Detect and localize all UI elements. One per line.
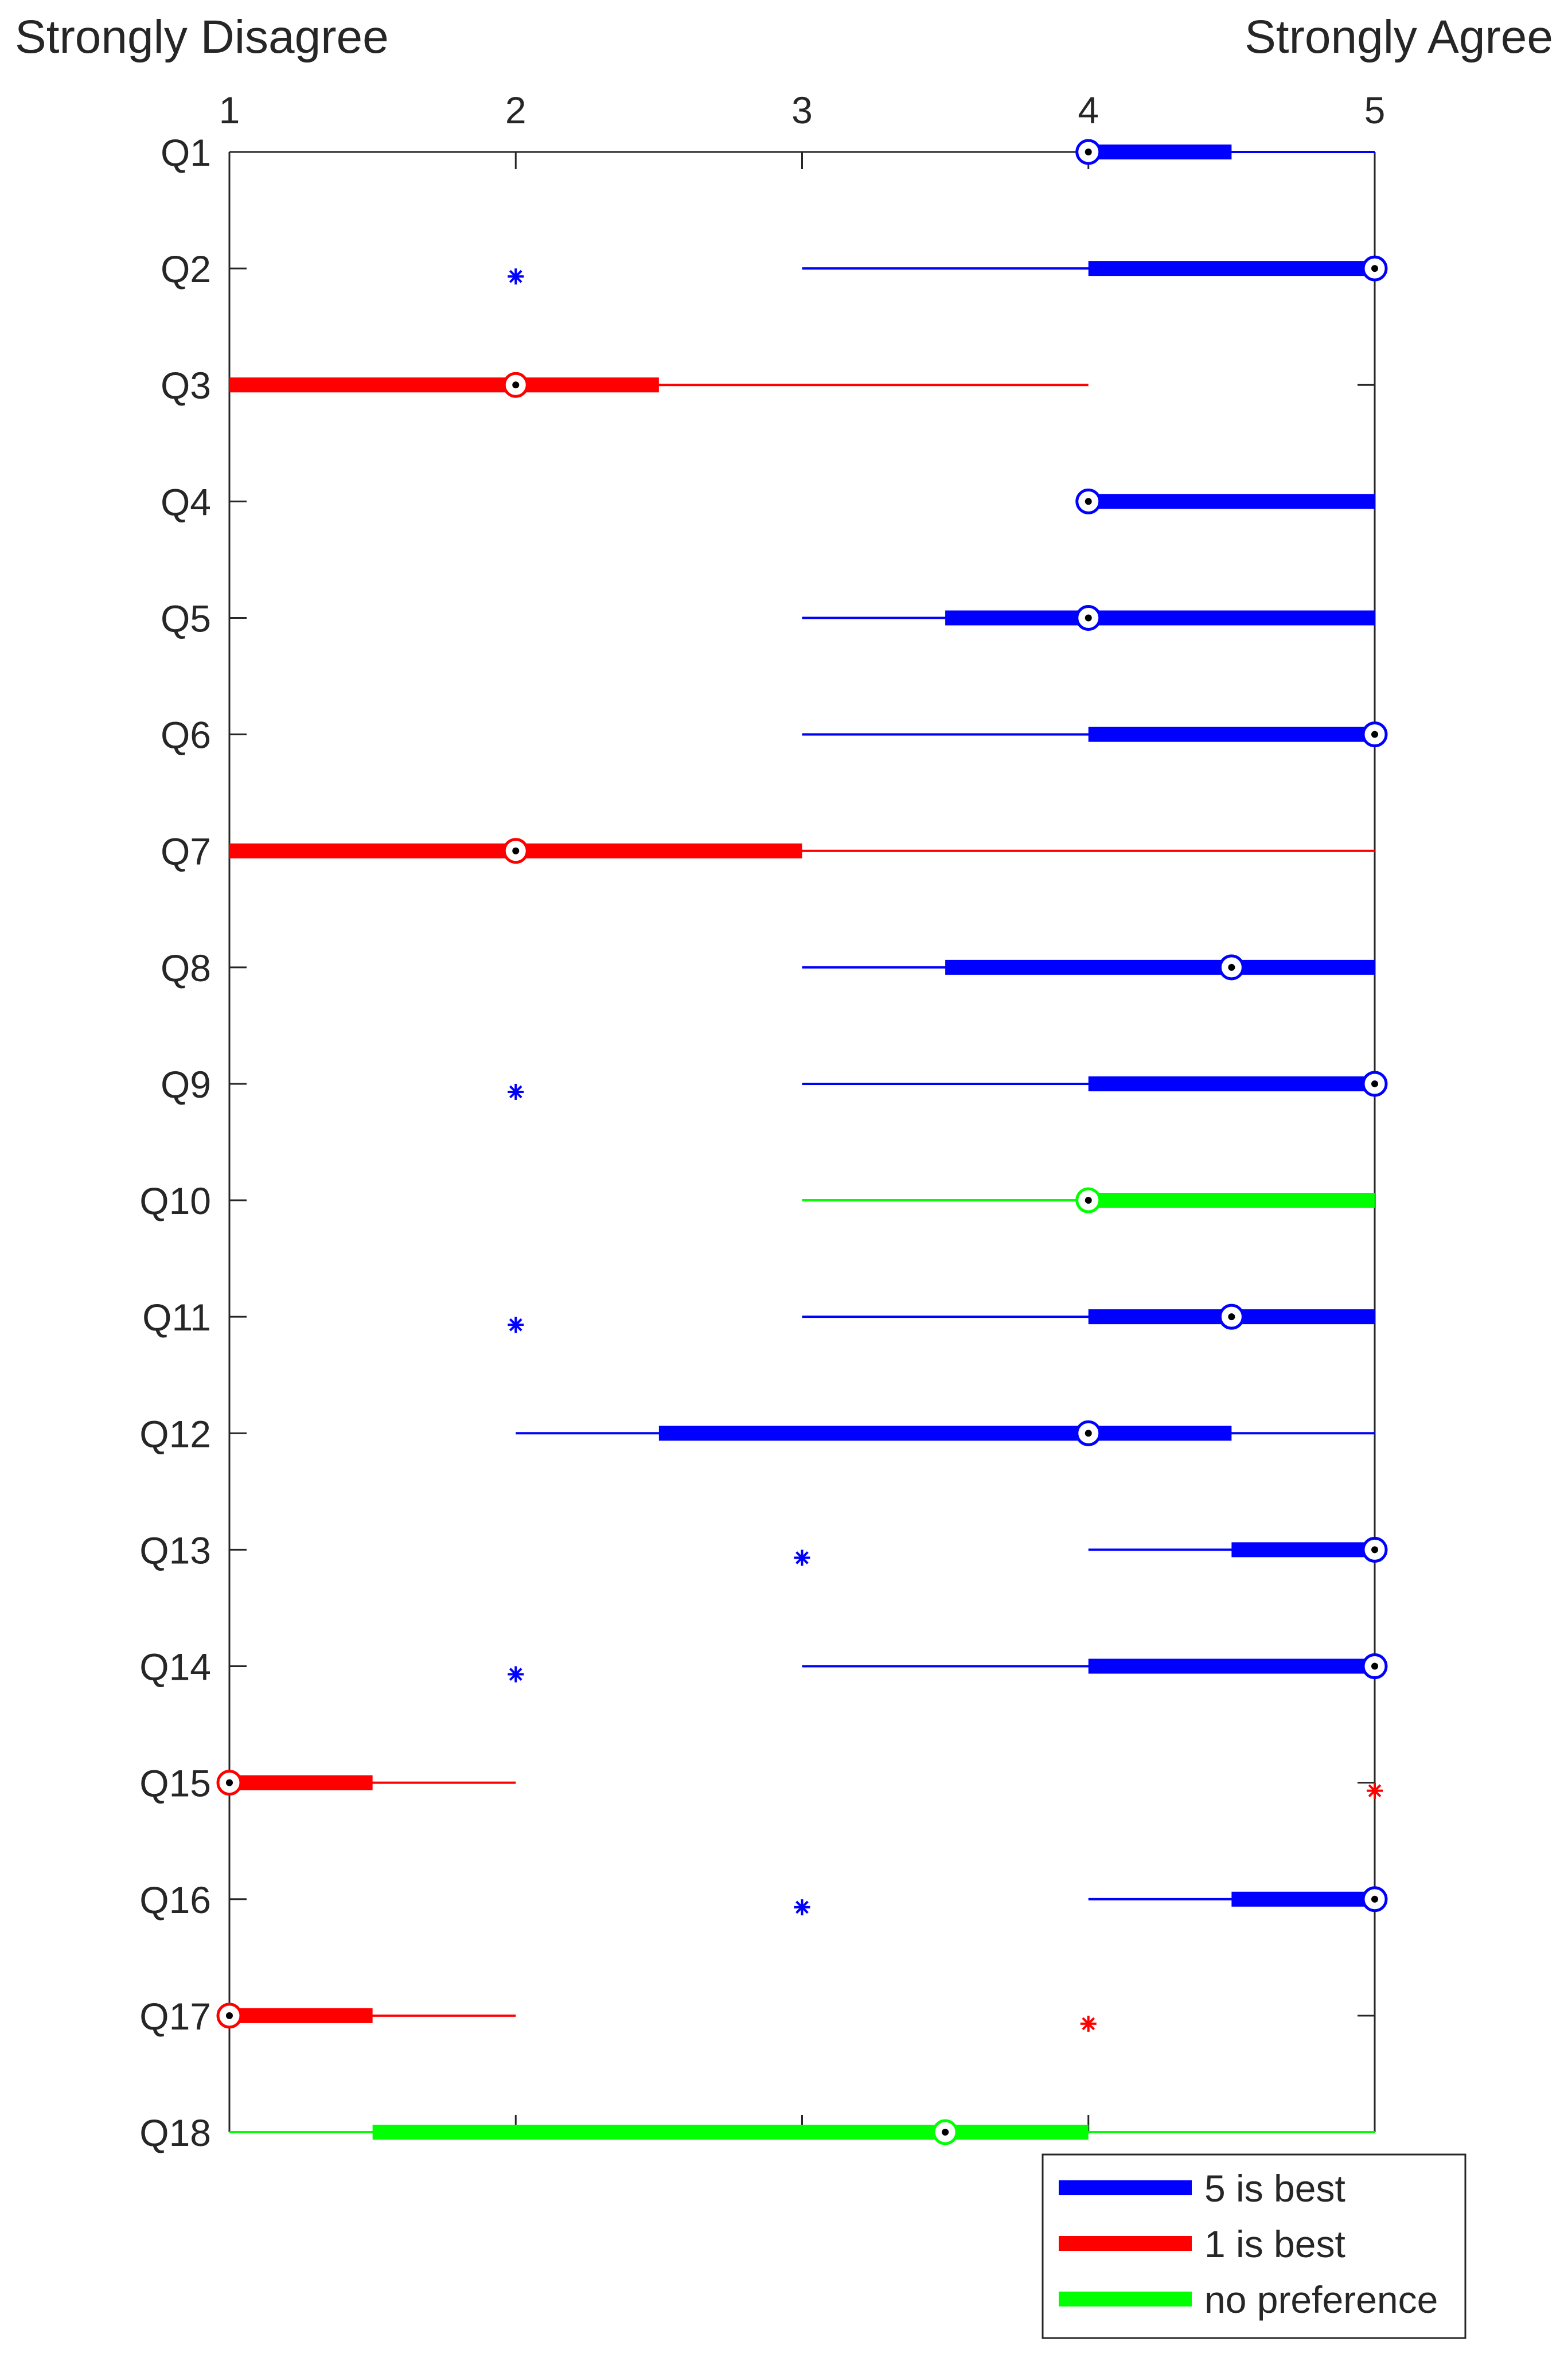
median-dot bbox=[226, 1779, 233, 1786]
box-q6 bbox=[802, 721, 1388, 748]
x-max-label: Strongly Agree bbox=[1245, 11, 1553, 63]
y-tick-label: Q12 bbox=[139, 1412, 211, 1455]
legend-label: 1 is best bbox=[1204, 2223, 1345, 2265]
outlier-marker bbox=[508, 268, 524, 285]
median-dot bbox=[1085, 614, 1092, 622]
y-tick-label: Q13 bbox=[139, 1529, 211, 1571]
x-min-label: Strongly Disagree bbox=[15, 11, 389, 63]
box-q17 bbox=[216, 2003, 1097, 2032]
median-dot bbox=[512, 381, 520, 389]
box-q14 bbox=[508, 1653, 1388, 1683]
box-q12 bbox=[516, 1420, 1375, 1446]
legend-label: no preference bbox=[1204, 2278, 1438, 2321]
x-tick-label: 2 bbox=[505, 89, 526, 131]
median-dot bbox=[226, 2012, 233, 2019]
box-q3 bbox=[229, 372, 1089, 398]
median-dot bbox=[1371, 1895, 1378, 1903]
outlier-marker bbox=[508, 1666, 524, 1683]
outlier-marker bbox=[1367, 1782, 1383, 1799]
y-tick-label: Q4 bbox=[161, 481, 211, 523]
outlier-marker bbox=[508, 1083, 524, 1100]
y-tick-label: Q1 bbox=[161, 131, 211, 174]
median-dot bbox=[1371, 265, 1378, 272]
y-tick-label: Q8 bbox=[161, 947, 211, 989]
x-tick-label: 1 bbox=[219, 89, 240, 131]
y-tick-label: Q2 bbox=[161, 248, 211, 290]
y-tick-label: Q14 bbox=[139, 1646, 211, 1688]
x-tick-label: 3 bbox=[791, 89, 813, 131]
box-q18 bbox=[229, 2119, 1375, 2145]
outlier-marker bbox=[794, 1899, 810, 1915]
y-tick-label: Q5 bbox=[161, 597, 211, 639]
median-dot bbox=[942, 2129, 949, 2136]
x-tick-label: 5 bbox=[1364, 89, 1386, 131]
outlier-marker bbox=[1080, 2015, 1097, 2032]
median-dot bbox=[1085, 1430, 1092, 1437]
box-q8 bbox=[802, 954, 1375, 981]
median-dot bbox=[1371, 731, 1378, 738]
median-dot bbox=[1371, 1546, 1378, 1554]
box-q7 bbox=[229, 838, 1375, 864]
box-q11 bbox=[508, 1303, 1375, 1333]
median-dot bbox=[1371, 1662, 1378, 1670]
box-q1 bbox=[1075, 139, 1375, 165]
outlier-marker bbox=[794, 1550, 810, 1566]
legend: 5 is best 1 is best no preference bbox=[1042, 2153, 1466, 2339]
y-tick-label: Q10 bbox=[139, 1180, 211, 1222]
y-tick-label: Q7 bbox=[161, 830, 211, 873]
median-dot bbox=[1085, 1197, 1092, 1204]
box-q16 bbox=[794, 1886, 1388, 1915]
median-dot bbox=[1371, 1080, 1378, 1087]
y-tick-label: Q15 bbox=[139, 1762, 211, 1805]
box-q5 bbox=[802, 604, 1375, 631]
median-dot bbox=[512, 847, 520, 854]
outlier-marker bbox=[508, 1317, 524, 1333]
y-tick-label: Q16 bbox=[139, 1879, 211, 1921]
box-q2 bbox=[508, 255, 1388, 285]
y-tick-label: Q18 bbox=[139, 2112, 211, 2154]
y-tick-label: Q17 bbox=[139, 1995, 211, 2038]
median-dot bbox=[1228, 1313, 1235, 1321]
median-dot bbox=[1085, 498, 1092, 505]
legend-label: 5 is best bbox=[1204, 2167, 1345, 2210]
box-q9 bbox=[508, 1071, 1388, 1100]
box-q13 bbox=[794, 1536, 1388, 1566]
x-tick-label: 4 bbox=[1078, 89, 1099, 131]
box-q15 bbox=[216, 1770, 1383, 1799]
box-q10 bbox=[802, 1187, 1375, 1213]
y-tick-label: Q9 bbox=[161, 1063, 211, 1106]
median-dot bbox=[1228, 963, 1235, 971]
y-tick-label: Q6 bbox=[161, 714, 211, 756]
y-tick-label: Q3 bbox=[161, 364, 211, 407]
y-tick-label: Q11 bbox=[142, 1296, 211, 1338]
median-dot bbox=[1085, 149, 1092, 155]
box-q4 bbox=[1075, 488, 1375, 514]
